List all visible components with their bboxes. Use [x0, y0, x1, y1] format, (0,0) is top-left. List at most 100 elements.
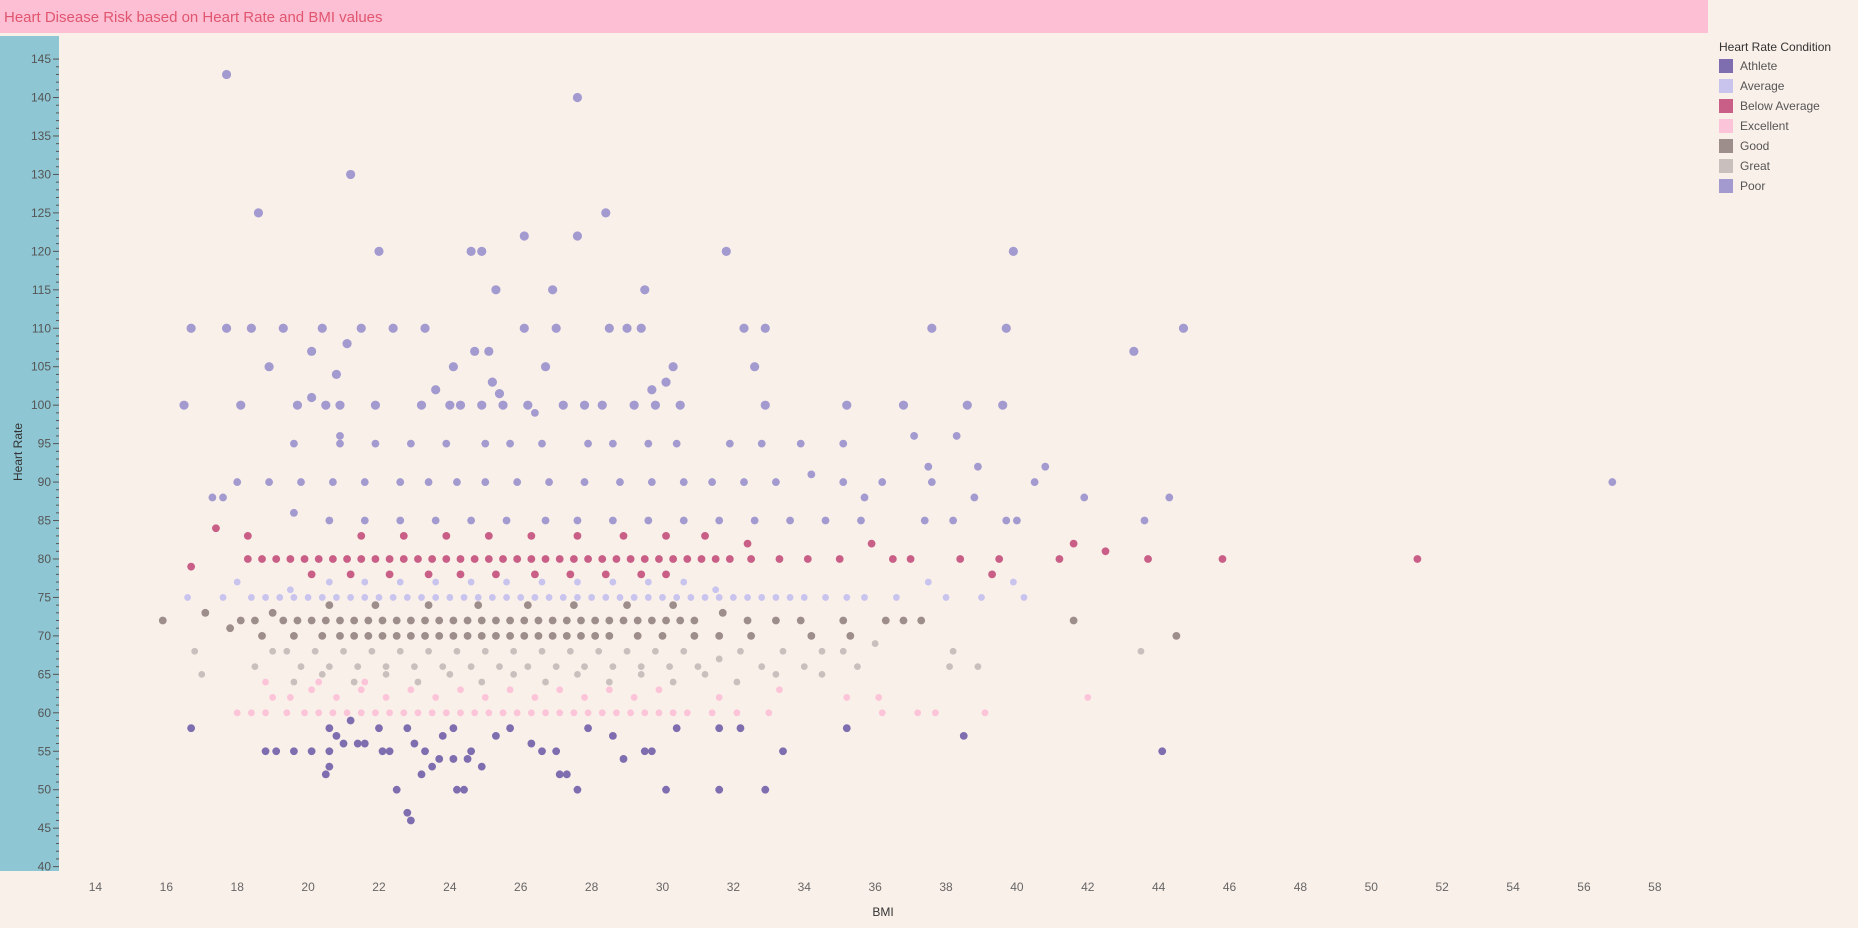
- legend-swatch: [1719, 99, 1733, 113]
- y-tick-label: 90: [38, 475, 52, 489]
- data-point: [410, 739, 419, 748]
- data-point: [424, 478, 433, 486]
- data-point: [467, 747, 476, 756]
- data-point: [555, 770, 564, 779]
- x-tick-label: 34: [798, 880, 812, 894]
- data-point: [608, 439, 617, 448]
- data-point: [595, 647, 603, 655]
- data-point: [733, 709, 741, 717]
- data-point: [556, 686, 564, 694]
- data-point: [888, 555, 897, 563]
- data-point: [463, 616, 472, 625]
- legend-item[interactable]: Good: [1719, 136, 1831, 156]
- data-point: [572, 231, 583, 241]
- legend-item[interactable]: Excellent: [1719, 116, 1831, 136]
- data-point: [584, 555, 592, 563]
- data-point: [574, 578, 581, 586]
- data-point: [477, 400, 487, 410]
- data-point: [772, 478, 780, 486]
- data-point: [221, 323, 232, 333]
- legend-item[interactable]: Average: [1719, 76, 1831, 96]
- data-point: [637, 663, 645, 671]
- data-point: [328, 555, 337, 563]
- data-point: [268, 608, 277, 617]
- data-point: [906, 555, 915, 563]
- data-point: [540, 362, 551, 372]
- data-point: [669, 709, 677, 717]
- data-point: [761, 785, 770, 794]
- data-point: [757, 439, 766, 448]
- data-point: [898, 400, 909, 410]
- data-point: [569, 555, 578, 563]
- data-point: [442, 439, 451, 448]
- data-point: [1413, 555, 1422, 563]
- legend-swatch: [1719, 139, 1733, 153]
- data-point: [740, 478, 748, 486]
- data-point: [449, 755, 458, 763]
- data-point: [956, 555, 965, 563]
- data-point: [574, 594, 581, 601]
- data-point: [262, 678, 269, 686]
- data-point: [772, 594, 780, 601]
- legend-item[interactable]: Poor: [1719, 176, 1831, 196]
- data-point: [538, 578, 546, 586]
- data-point: [924, 462, 933, 471]
- data-point: [496, 663, 503, 671]
- data-point: [350, 616, 359, 625]
- data-point: [346, 570, 355, 579]
- data-point: [499, 555, 507, 563]
- data-point: [750, 362, 760, 372]
- data-point: [336, 631, 344, 640]
- legend-item[interactable]: Athlete: [1719, 56, 1831, 76]
- data-point: [949, 516, 958, 525]
- data-point: [711, 555, 720, 563]
- data-point: [332, 731, 341, 740]
- data-point: [998, 400, 1008, 410]
- data-point: [574, 670, 581, 678]
- legend-items: Athlete Average Below Average Excellent Good…: [1719, 56, 1831, 196]
- data-point: [602, 594, 610, 601]
- data-point: [729, 594, 737, 601]
- data-point: [399, 555, 408, 563]
- y-tick-label: 145: [31, 52, 51, 66]
- data-point: [605, 616, 614, 625]
- y-tick-label: 70: [38, 629, 52, 643]
- legend-swatch: [1719, 179, 1733, 193]
- data-point: [861, 594, 868, 601]
- data-point: [562, 770, 571, 779]
- data-point: [534, 631, 543, 640]
- data-point: [417, 770, 426, 779]
- data-point: [658, 631, 667, 640]
- data-point: [343, 709, 351, 717]
- data-point: [807, 470, 816, 479]
- data-point: [264, 362, 274, 372]
- x-tick-label: 28: [585, 880, 599, 894]
- legend-item[interactable]: Below Average: [1719, 96, 1831, 116]
- data-point: [623, 647, 631, 655]
- legend-item[interactable]: Great: [1719, 156, 1831, 176]
- data-point: [346, 716, 355, 725]
- data-point: [644, 594, 652, 601]
- data-point: [272, 555, 281, 563]
- data-point: [389, 594, 397, 601]
- x-tick-label: 20: [301, 880, 315, 894]
- data-point: [652, 647, 659, 655]
- data-point: [364, 616, 373, 625]
- x-tick-label: 32: [727, 880, 741, 894]
- data-point: [314, 555, 323, 563]
- data-point: [640, 285, 650, 295]
- data-point: [679, 516, 688, 525]
- data-point: [445, 400, 455, 410]
- data-point: [428, 762, 437, 771]
- y-tick-label: 100: [31, 398, 51, 412]
- data-point: [524, 663, 532, 671]
- data-point: [350, 678, 358, 686]
- data-point: [307, 346, 317, 356]
- data-point: [1101, 547, 1110, 556]
- legend-label: Below Average: [1740, 99, 1820, 113]
- data-point: [605, 686, 613, 694]
- data-point: [392, 631, 401, 640]
- data-point: [822, 594, 829, 601]
- data-point: [881, 616, 890, 625]
- data-point: [339, 739, 348, 748]
